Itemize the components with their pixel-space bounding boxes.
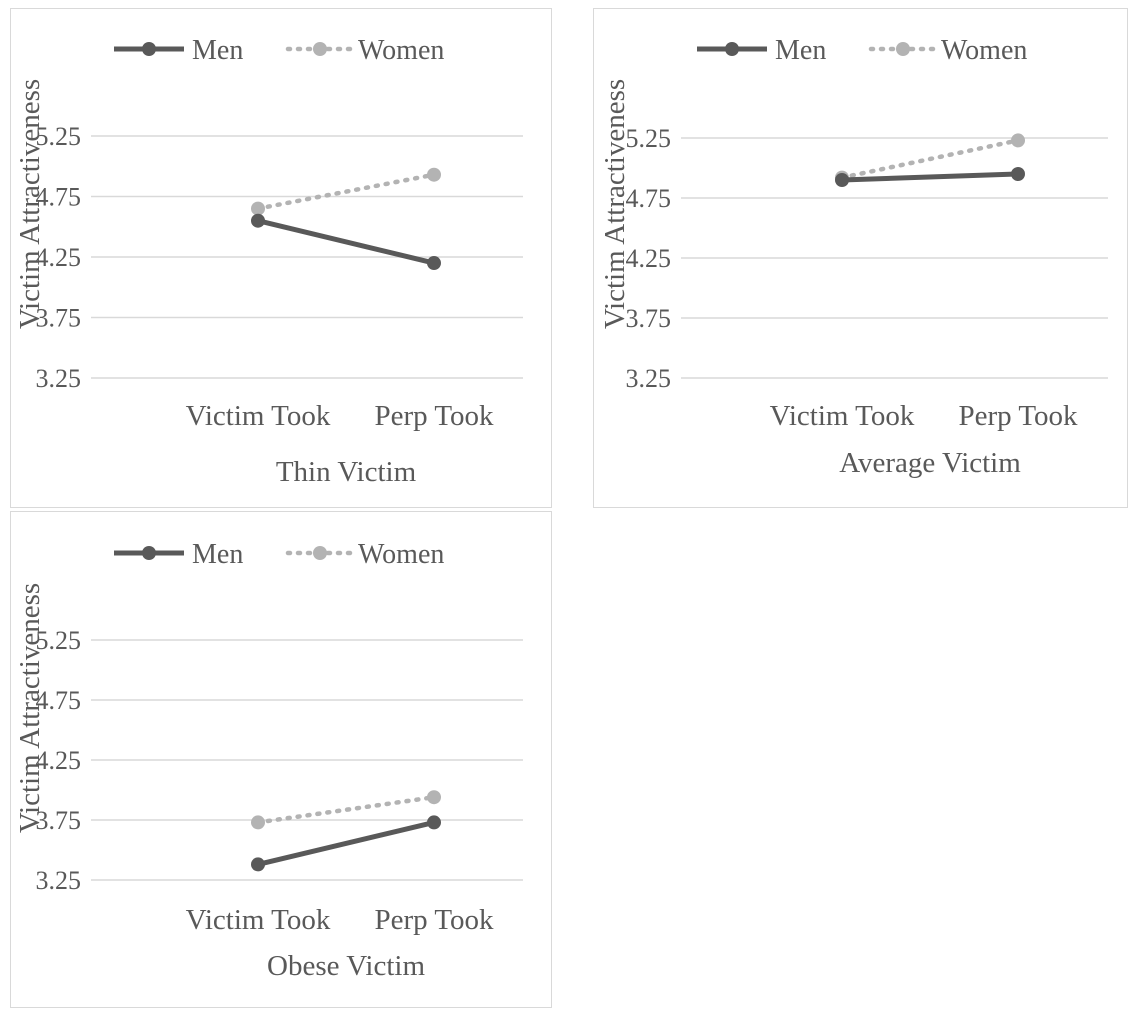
series-line-men <box>257 819 435 867</box>
x-category-label: Perp Took <box>958 400 1078 432</box>
y-tick-label: 3.25 <box>36 866 82 895</box>
x-axis-title: Thin Victim <box>276 456 417 488</box>
legend-marker-women <box>896 42 910 56</box>
y-tick-label: 3.25 <box>626 364 672 393</box>
x-category-label: Perp Took <box>374 400 494 432</box>
y-tick-label: 5.25 <box>36 626 82 655</box>
y-tick-label: 4.75 <box>36 686 82 715</box>
x-axis-title: Obese Victim <box>267 950 425 982</box>
data-point-men <box>1011 167 1025 181</box>
data-point-women <box>427 790 441 805</box>
legend-label-men: Men <box>192 35 243 66</box>
y-tick-label: 5.25 <box>36 122 82 151</box>
y-tick-label: 3.75 <box>36 806 82 835</box>
legend-label-men: Men <box>775 35 826 66</box>
x-category-label: Victim Took <box>770 400 915 432</box>
data-point-women <box>251 815 265 830</box>
y-tick-label: 4.75 <box>626 184 672 213</box>
x-axis-title: Average Victim <box>839 447 1021 479</box>
legend: Men Women <box>114 539 444 570</box>
data-point-women <box>251 201 265 216</box>
series-line-men <box>841 171 1019 183</box>
legend-marker-women <box>313 546 327 560</box>
y-tick-label: 5.25 <box>626 124 672 153</box>
y-axis-title: Victim Attractiveness <box>14 583 46 833</box>
x-category-label: Victim Took <box>186 400 331 432</box>
y-tick-label: 4.75 <box>36 183 82 212</box>
data-point-men <box>251 213 265 228</box>
legend: Men Women <box>114 35 444 66</box>
chart-panel-obese: 3.25 3.75 4.25 4.75 5.25 Victim Attractivenes… <box>10 511 552 1008</box>
legend-label-men: Men <box>192 539 243 570</box>
legend-label-women: Women <box>358 539 444 570</box>
data-point-women <box>427 167 441 182</box>
y-tick-label: 3.75 <box>626 304 672 333</box>
legend-label-women: Women <box>941 35 1027 66</box>
series-line-women <box>255 172 437 211</box>
data-point-men <box>251 857 265 872</box>
chart-panel-thin: 3.25 3.75 4.25 4.75 5.25 Victim Attractivenes… <box>10 8 552 508</box>
y-tick-label: 4.25 <box>626 244 672 273</box>
series-line-men <box>257 218 435 266</box>
data-point-men <box>835 173 849 187</box>
legend-marker-men <box>142 42 156 56</box>
legend-label-women: Women <box>358 35 444 66</box>
x-category-label: Perp Took <box>374 904 494 936</box>
x-category-label: Victim Took <box>186 904 331 936</box>
y-tick-label: 3.75 <box>36 304 82 333</box>
data-point-men <box>427 256 441 271</box>
y-tick-label: 3.25 <box>36 364 82 393</box>
series-line-women <box>255 794 437 825</box>
series-line-women <box>839 138 1021 180</box>
y-axis-title: Victim Attractiveness <box>599 79 631 329</box>
legend-marker-men <box>142 546 156 560</box>
y-axis-title: Victim Attractiveness <box>14 79 46 329</box>
data-point-women <box>1011 133 1025 148</box>
legend-marker-women <box>313 42 327 56</box>
chart-panel-average: 3.25 3.75 4.25 4.75 5.25 Victim Attractivenes… <box>593 8 1128 508</box>
legend-marker-men <box>725 42 739 56</box>
legend: Men Women <box>697 35 1027 66</box>
y-tick-label: 4.25 <box>36 243 82 272</box>
y-tick-label: 4.25 <box>36 746 82 775</box>
data-point-men <box>427 815 441 830</box>
